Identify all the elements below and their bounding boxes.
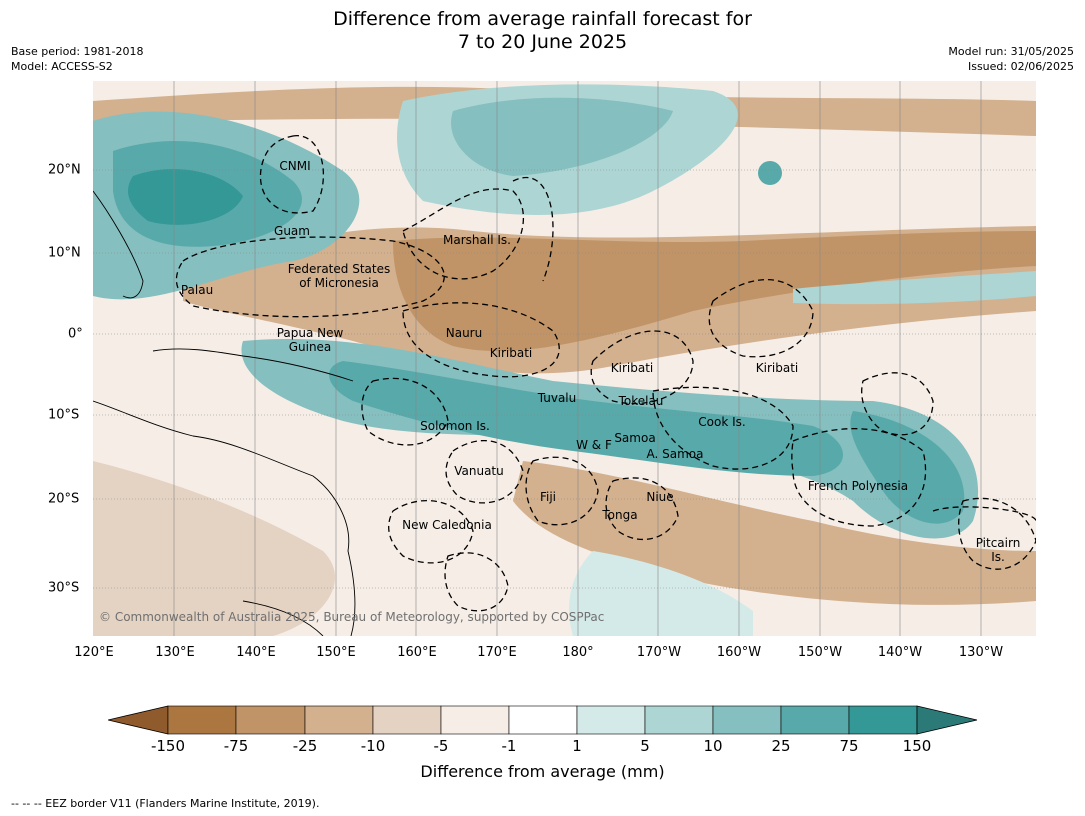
colorbar-extend-low [108, 705, 169, 735]
colorbar-tick-10: 10 [703, 737, 723, 755]
label-nauru: Nauru [446, 326, 482, 340]
label-american-samoa: A. Samoa [647, 447, 704, 461]
label-palau: Palau [181, 283, 213, 297]
issued-date: Issued: 02/06/2025 [967, 60, 1074, 73]
dry-region-south [513, 461, 1036, 605]
x-tick-180: 180° [562, 645, 594, 660]
colorbar-tick-minus-1: -1 [501, 737, 517, 755]
x-tick-150w: 150°W [797, 645, 843, 660]
colorbar-tick-25: 25 [771, 737, 791, 755]
label-samoa: Samoa [614, 431, 655, 445]
label-tonga: Tonga [601, 508, 637, 522]
x-tick-170e: 170°E [477, 645, 517, 660]
label-kiribati-west: Kiribati [490, 346, 532, 360]
x-tick-170w: 170°W [636, 645, 682, 660]
dry-region-southwest [93, 461, 335, 636]
label-guinea: Guinea [289, 340, 332, 354]
label-pitcairn: Pitcairn [976, 536, 1021, 550]
title-line-1: Difference from average rainfall forecas… [333, 8, 752, 30]
colorbar-tick-1: 1 [572, 737, 582, 755]
label-federated-states: Federated States [288, 262, 390, 276]
colorbar-extend-high [916, 705, 978, 735]
colorbar-label: Difference from average (mm) [420, 762, 665, 781]
coastlines [93, 190, 356, 636]
meta-right: Model run: 31/05/2025 Issued: 02/06/2025 [948, 44, 1074, 74]
place-labels: CNMI Guam Marshall Is. Federated States … [181, 159, 1020, 564]
label-of-micronesia: of Micronesia [299, 276, 379, 290]
colorbar-bin-3 [304, 705, 374, 735]
colorbar-tick-150: 150 [902, 737, 932, 755]
dry-core-equator [393, 231, 1036, 352]
graticule [93, 81, 1036, 636]
label-vanuatu: Vanuatu [454, 464, 504, 478]
y-tick-10n: 10°N [48, 245, 81, 261]
colorbar-bin-6 [508, 705, 578, 735]
colorbar-bin-10 [780, 705, 850, 735]
label-niue: Niue [646, 490, 673, 504]
x-tick-160w: 160°W [716, 645, 762, 660]
colorbar-bin-2 [235, 705, 306, 735]
y-tick-0: 0° [68, 326, 83, 342]
label-kiribati-east: Kiribati [756, 361, 798, 375]
rainfall-map[interactable]: CNMI Guam Marshall Is. Federated States … [93, 81, 1036, 636]
meta-left: Base period: 1981-2018 Model: ACCESS-S2 [11, 44, 143, 74]
model-run: Model run: 31/05/2025 [948, 45, 1074, 58]
x-tick-140e: 140°E [236, 645, 276, 660]
label-fiji: Fiji [540, 490, 556, 504]
spcz-wet-core [329, 361, 843, 476]
eez-borders [175, 135, 1036, 612]
label-tokelau: Tokelau [618, 394, 664, 408]
colorbar-bin-5 [440, 705, 510, 735]
copyright-notice: © Commonwealth of Australia 2025, Bureau… [99, 610, 604, 624]
colorbar-bin-8 [644, 705, 714, 735]
map-title: Difference from average rainfall forecas… [0, 8, 1085, 54]
model-name: Model: ACCESS-S2 [11, 60, 113, 73]
colorbar-tick-minus-10: -10 [360, 737, 386, 755]
label-french-polynesia: French Polynesia [808, 479, 908, 493]
colorbar-tick-minus-75: -75 [223, 737, 249, 755]
x-tick-120e: 120°E [74, 645, 114, 660]
colorbar-bin-4 [372, 705, 442, 735]
label-solomon-is: Solomon Is. [420, 419, 490, 433]
wet-spot-hawaii [758, 161, 782, 185]
label-new-caledonia: New Caledonia [402, 518, 492, 532]
colorbar-tick-minus-150: -150 [150, 737, 186, 755]
spcz-wet-east [850, 411, 965, 524]
label-tuvalu: Tuvalu [537, 391, 577, 405]
label-cnmi: CNMI [279, 159, 310, 173]
colorbar [108, 705, 978, 735]
colorbar-tick-5: 5 [640, 737, 650, 755]
label-papua-new: Papua New [277, 326, 344, 340]
colorbar-bin-11 [848, 705, 918, 735]
x-tick-130e: 130°E [155, 645, 195, 660]
label-pitcairn-is: Is. [991, 550, 1005, 564]
label-kiribati-central: Kiribati [611, 361, 653, 375]
colorbar-bin-1 [167, 705, 237, 735]
title-line-2: 7 to 20 June 2025 [457, 31, 628, 53]
colorbar-tick-75: 75 [839, 737, 859, 755]
wet-peak-northwest [128, 168, 243, 225]
wet-streak-east [793, 271, 1036, 305]
base-period: Base period: 1981-2018 [11, 45, 144, 58]
y-tick-20s: 20°S [48, 491, 80, 507]
label-wallis-futuna: W & F [576, 438, 612, 452]
y-tick-10s: 10°S [48, 407, 80, 423]
x-tick-130w: 130°W [958, 645, 1004, 660]
colorbar-tick-minus-5: -5 [433, 737, 449, 755]
map-canvas: CNMI Guam Marshall Is. Federated States … [93, 81, 1036, 636]
colorbar-bin-7 [576, 705, 646, 735]
label-guam: Guam [274, 224, 310, 238]
eez-legend-note: -- -- -- EEZ border V11 (Flanders Marine… [11, 797, 320, 810]
x-tick-150e: 150°E [316, 645, 356, 660]
x-tick-160e: 160°E [397, 645, 437, 660]
x-tick-140w: 140°W [877, 645, 923, 660]
colorbar-tick-minus-25: -25 [292, 737, 318, 755]
y-tick-20n: 20°N [48, 162, 81, 178]
colorbar-bin-9 [712, 705, 782, 735]
wet-core-north-central [451, 97, 673, 176]
wet-region-south [569, 551, 753, 636]
y-tick-30s: 30°S [48, 580, 80, 596]
label-cook-is: Cook Is. [698, 415, 745, 429]
label-marshall-is: Marshall Is. [443, 233, 511, 247]
